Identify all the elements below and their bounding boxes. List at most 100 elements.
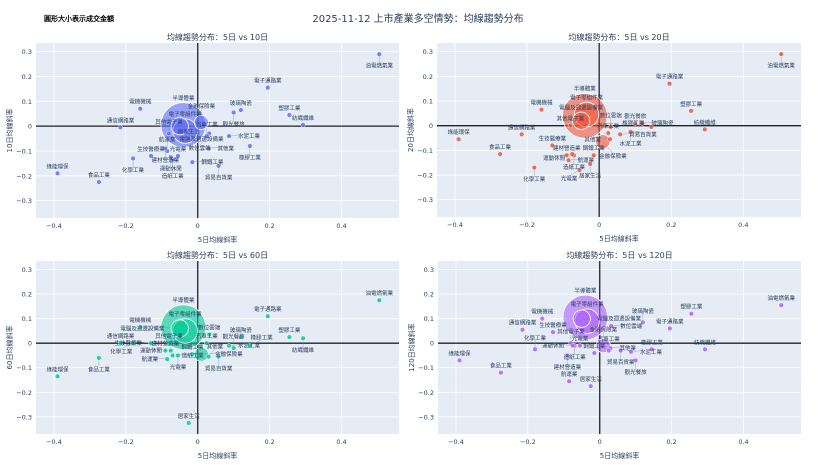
data-point-label: 電子通路業: [656, 73, 684, 81]
data-point: [247, 143, 253, 149]
data-point: [300, 122, 306, 128]
data-point: [572, 111, 591, 130]
y-tick-label: 0.2: [22, 291, 32, 299]
x-tick-label: 0.2: [666, 221, 676, 229]
data-point-label: 造紙工業: [182, 351, 205, 359]
data-point: [96, 179, 102, 185]
data-point: [591, 350, 597, 356]
data-point-label: 電子零組件業: [169, 310, 203, 318]
data-point: [539, 107, 545, 113]
subplot-title: 均線趨勢分布：5日 vs 10日: [167, 32, 268, 42]
x-axis-label: 5日均線斜率: [599, 234, 638, 243]
data-point: [577, 343, 583, 349]
data-point: [564, 352, 570, 358]
data-point-label: 電子通路業: [254, 305, 282, 313]
data-point-label: 油電燃氣業: [767, 62, 795, 70]
x-tick-label: 0: [196, 222, 200, 230]
y-axis-label: 10日均線斜率: [5, 109, 14, 153]
data-point-label: 電機機械: [531, 99, 554, 107]
x-tick-label: −0.4: [46, 222, 62, 230]
data-point-label: 水泥工業: [238, 132, 261, 140]
data-point-label: 電子通路業: [656, 317, 684, 325]
subplot-1: −0.4 −0.2 0 0.2 0.4 −0.3 −0.2 −0.1 0 0.1 0.2 0.3 均線趨…: [5, 32, 399, 244]
data-point: [591, 152, 597, 158]
data-point: [608, 323, 614, 329]
data-point: [532, 346, 538, 352]
data-point: [456, 136, 462, 142]
data-point-label: 航運業: [561, 370, 578, 378]
data-point: [639, 120, 645, 126]
data-point-label: 觀光餐旅: [625, 368, 648, 376]
data-point-label: 鋼鐵工業: [583, 342, 606, 350]
data-point-label: 電子零組件業: [169, 110, 203, 118]
data-point: [608, 124, 614, 130]
data-point: [519, 131, 525, 137]
data-point-label: 紡織纖維: [694, 338, 717, 346]
data-point: [186, 136, 192, 142]
y-tick-label: −0.1: [16, 364, 32, 372]
data-point: [702, 126, 708, 132]
data-point-label: 水泥工業: [620, 139, 643, 147]
subplot-title: 均線趨勢分布：5日 vs 120日: [566, 250, 672, 260]
data-point: [572, 309, 591, 328]
data-point: [539, 316, 545, 322]
label-leader-line: [208, 146, 226, 149]
data-point: [649, 346, 655, 352]
data-point-label: 電子通路業: [254, 77, 282, 85]
y-tick-label: −0.2: [417, 172, 433, 180]
y-axis-label: 120日均線斜率: [407, 323, 416, 371]
data-point-label: 綠能環保: [449, 349, 472, 357]
x-tick-label: 0.2: [264, 438, 274, 446]
data-point-label: 玻璃陶瓷: [230, 99, 253, 107]
data-point: [204, 340, 210, 346]
data-point-label: 汽車工業: [196, 332, 219, 340]
y-tick-label: 0.1: [22, 98, 32, 106]
y-tick-label: 0.3: [22, 266, 32, 274]
data-point-label: 金融保險業: [599, 152, 627, 160]
subplot-title: 均線趨勢分布：5日 vs 20日: [568, 32, 669, 42]
data-point: [688, 108, 694, 114]
data-point: [605, 130, 611, 136]
label-leader-line: [552, 343, 573, 346]
data-point: [376, 297, 382, 303]
data-point-label: 其他電子業: [155, 332, 183, 340]
data-point: [778, 302, 784, 308]
x-tick-label: 0.2: [666, 438, 676, 446]
data-point-label: 其他電子業: [557, 328, 585, 336]
data-point-label: 汽車工業: [598, 335, 621, 343]
data-point-label: 運動休閒: [160, 165, 182, 173]
data-point: [570, 343, 576, 349]
data-point-label: 金融保險業: [590, 325, 618, 333]
label-leader-line: [610, 345, 628, 349]
label-leader-line: [228, 343, 250, 346]
data-point: [193, 114, 209, 130]
x-tick-label: −0.2: [520, 438, 536, 446]
data-point-label: 其他電子業: [557, 115, 585, 123]
subplot-4: −0.4 −0.2 0 0.2 0.4 −0.3 −0.2 −0.1 0 0.1 0.2 0.3 均線趨…: [407, 250, 801, 460]
x-tick-label: 0.4: [336, 222, 346, 230]
x-tick-label: −0.2: [519, 221, 535, 229]
data-points: [55, 51, 382, 185]
data-point-label: 綠能環保: [47, 162, 70, 170]
data-point-label: 其他業: [207, 343, 224, 351]
data-point: [168, 348, 174, 354]
data-point: [226, 343, 232, 349]
data-point: [175, 153, 181, 159]
data-point: [204, 133, 210, 139]
data-point: [216, 354, 222, 360]
data-point-label: 貿易百貨業: [205, 364, 233, 372]
data-point: [286, 112, 292, 118]
x-tick-label: 0.4: [336, 438, 346, 446]
data-point-label: 生技醫療業: [539, 134, 567, 142]
data-point-label: 金融保險業: [188, 102, 216, 110]
x-tick-label: 0: [597, 221, 601, 229]
data-point-label: 光電業: [170, 145, 187, 153]
data-point-label: 貿易百貨業: [607, 358, 635, 366]
subplot-3: −0.4 −0.2 0 0.2 0.4 −0.3 −0.2 −0.1 0 0.1 0.2 0.3 均線趨…: [5, 250, 399, 460]
x-axis-label: 5日均線斜率: [198, 451, 237, 460]
data-point: [457, 357, 463, 363]
data-point-label: 橡膠工業: [251, 333, 274, 341]
label-leader-line: [554, 153, 573, 156]
data-point: [166, 131, 172, 137]
